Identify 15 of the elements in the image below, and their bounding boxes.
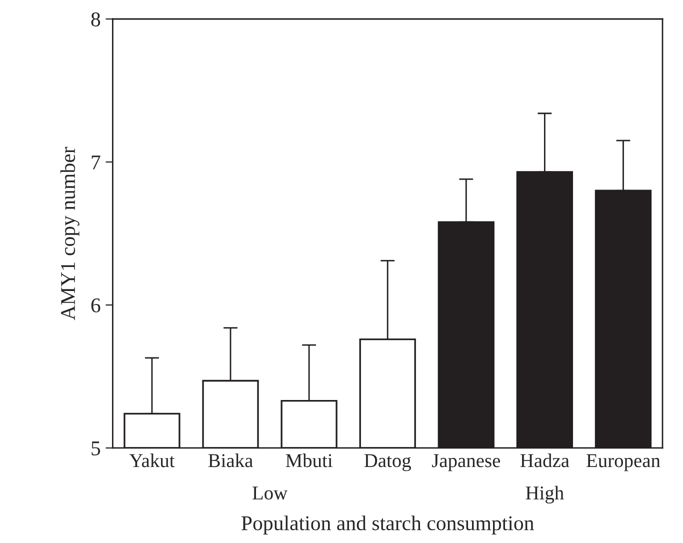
x-tick-label: Datog bbox=[364, 454, 411, 472]
x-tick-label: European bbox=[586, 454, 660, 472]
y-axis-title: AMY1 copy number bbox=[60, 146, 80, 320]
y-tick-label: 5 bbox=[92, 442, 100, 456]
y-tick-label: 8 bbox=[91, 12, 100, 26]
text: Low bbox=[252, 486, 288, 500]
text: High bbox=[526, 486, 564, 504]
y-tick-label: 7 bbox=[92, 156, 100, 170]
y-tick-label: 6 bbox=[91, 298, 100, 312]
x-tick-label: Japanese bbox=[432, 454, 500, 472]
x-tick-label: Hadza bbox=[520, 454, 570, 468]
x-axis-title: Population and starch consumption bbox=[242, 516, 534, 534]
x-tick-label: Biaka bbox=[208, 454, 253, 468]
x-tick-label: Yakut bbox=[129, 454, 175, 468]
x-tick-label: Mbuti bbox=[286, 454, 332, 468]
